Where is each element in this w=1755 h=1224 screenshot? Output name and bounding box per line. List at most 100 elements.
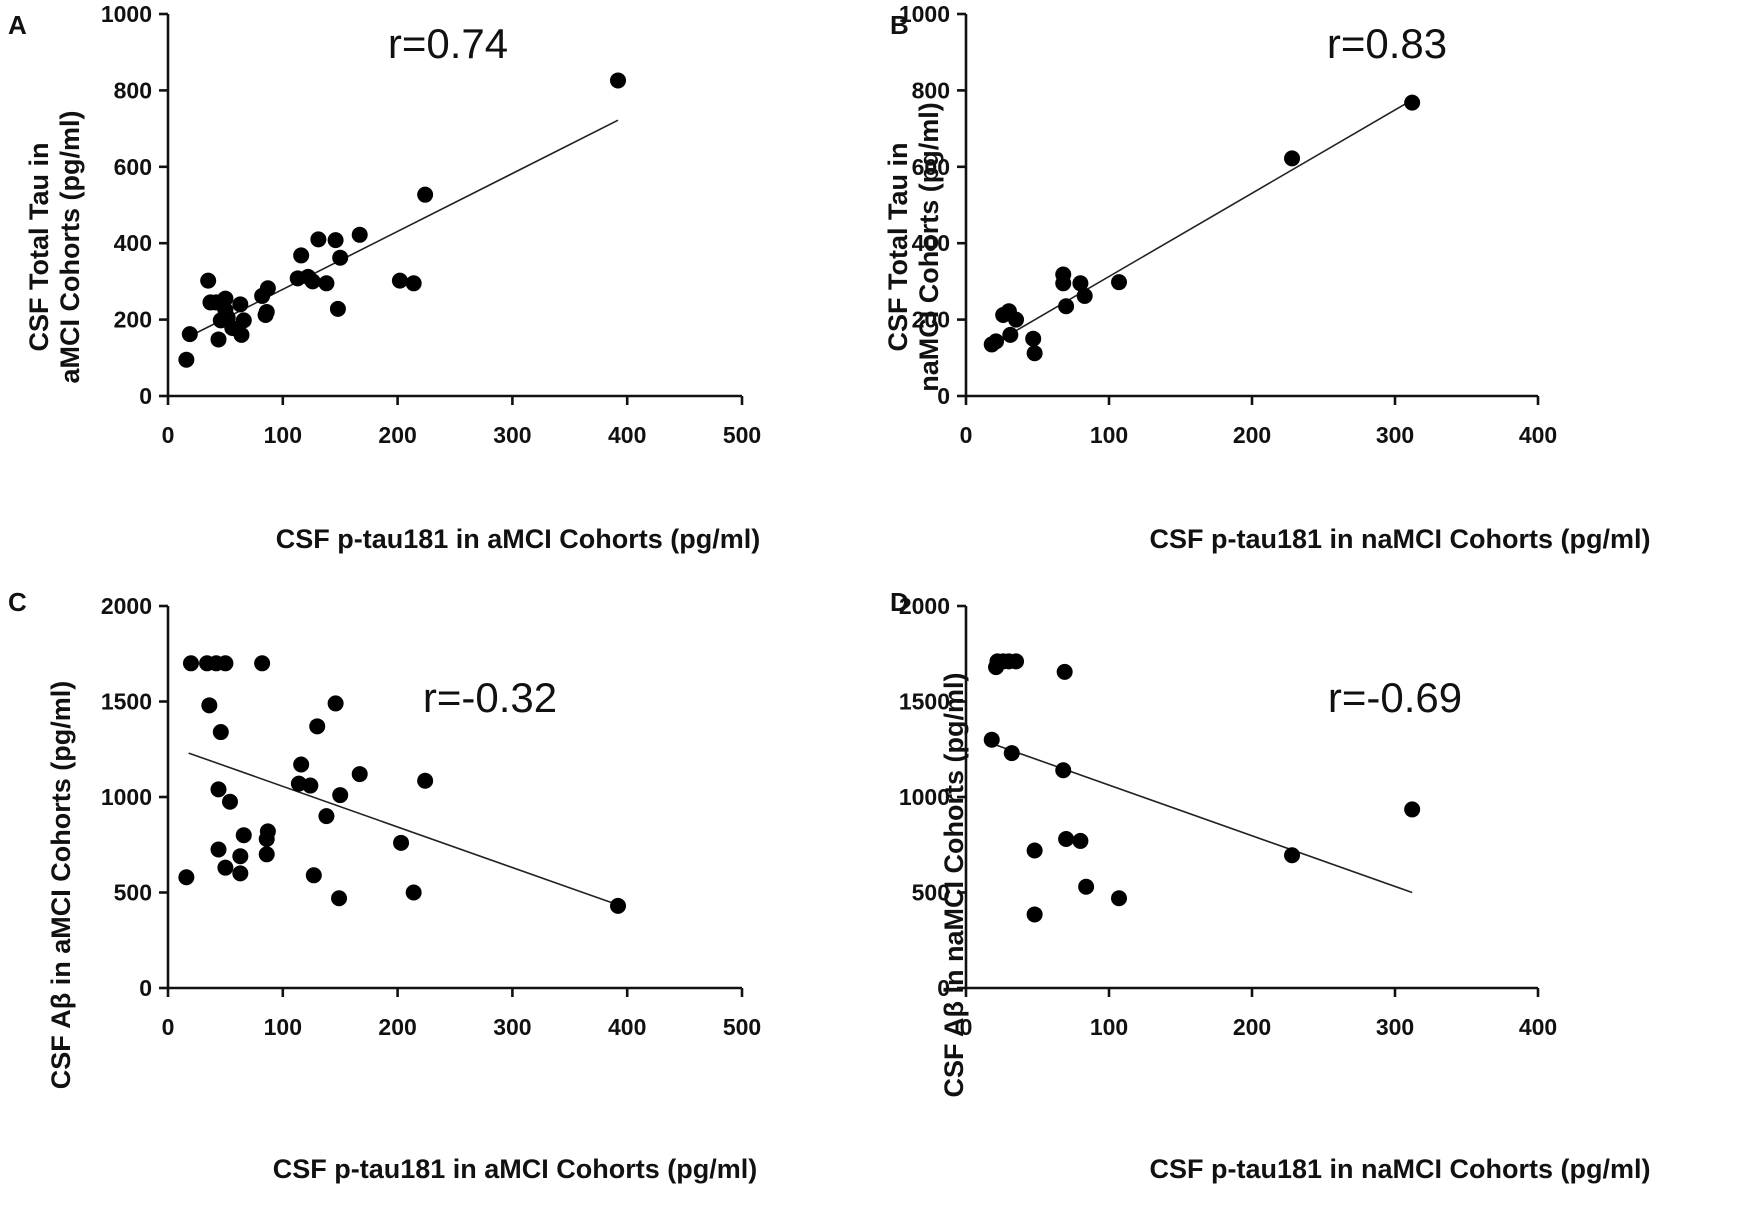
panel-c-data-point <box>210 781 227 798</box>
panel-d-x-tick-label: 200 <box>1233 1014 1271 1040</box>
panel-b: B r=0.83 CSF p-tau181 in naMCI Cohorts (… <box>883 1 1651 554</box>
panel-c-y-tick-label: 0 <box>139 975 152 1001</box>
panel-c-data-point <box>293 756 310 773</box>
panel-a-data-point <box>178 351 195 368</box>
panel-a: A r=0.74 CSF p-tau181 in aMCI Cohorts (p… <box>8 1 761 554</box>
panel-b-regression-line <box>991 99 1413 346</box>
panel-c-data-point <box>217 655 234 672</box>
panel-c-data-point <box>217 859 234 876</box>
panel-c-data-point <box>178 869 195 886</box>
panel-b-y-tick-label: 600 <box>912 154 950 180</box>
panel-c-x-tick-label: 100 <box>264 1014 302 1040</box>
panel-b-data-point <box>1284 150 1301 167</box>
panel-c-data-point <box>331 890 348 907</box>
panel-d-correlation: r=-0.69 <box>1328 674 1462 721</box>
panel-c-data-point <box>405 884 422 901</box>
panel-b-data-point <box>1058 298 1075 315</box>
panel-c-y-tick-label: 1500 <box>101 689 152 715</box>
panel-d-data-point <box>1404 801 1421 818</box>
panel-a-x-tick-label: 300 <box>493 422 531 448</box>
panel-c-data-point <box>332 787 349 804</box>
panel-c-regression-line <box>188 752 619 906</box>
panel-a-y-tick-label: 400 <box>114 230 152 256</box>
panel-d-letter: D <box>890 587 909 617</box>
panel-a-letter: A <box>8 10 27 40</box>
panel-a-data-point <box>610 72 627 89</box>
panel-c-data-point <box>201 697 218 714</box>
panel-b-y-tick-label: 200 <box>912 307 950 333</box>
panel-d-data-point <box>983 731 1000 748</box>
panel-a-x-tick-label: 200 <box>378 422 416 448</box>
panel-c-data-point <box>309 718 326 735</box>
panel-b-data-point <box>1072 275 1089 292</box>
panel-d-y-tick-label: 0 <box>937 975 950 1001</box>
panel-c-data-point <box>212 724 229 741</box>
panel-c-data-point <box>327 695 344 712</box>
panel-a-data-point <box>181 326 198 343</box>
panel-a-x-tick-label: 0 <box>162 422 175 448</box>
panel-d-y-axis-label: CSF Aβ in naMCI Cohorts (pg/ml) <box>939 673 969 1098</box>
panel-c-x-tick-label: 300 <box>493 1014 531 1040</box>
panel-c-data-point <box>302 777 319 794</box>
panel-b-data-point <box>1002 326 1019 343</box>
panel-a-data-point <box>217 290 234 307</box>
panel-c-y-axis-label: CSF Aβ in aMCI Cohorts (pg/ml) <box>46 681 76 1089</box>
panel-a-y-tick-label: 600 <box>114 154 152 180</box>
panel-d-data-point <box>1284 847 1301 864</box>
panel-a-x-axis-label: CSF p-tau181 in aMCI Cohorts (pg/ml) <box>276 524 761 554</box>
panel-b-correlation: r=0.83 <box>1327 20 1447 67</box>
panel-d-data-point <box>1026 842 1043 859</box>
panel-b-x-tick-label: 300 <box>1376 422 1414 448</box>
panel-a-data-point <box>318 275 335 292</box>
panel-b-data-point <box>1025 330 1042 347</box>
panel-d-x-tick-label: 300 <box>1376 1014 1414 1040</box>
panel-b-y-tick-label: 400 <box>912 230 950 256</box>
panel-d-y-tick-label: 500 <box>912 880 950 906</box>
panel-b-x-tick-label: 200 <box>1233 422 1271 448</box>
panel-a-y-axis-label-line2: aMCI Cohorts (pg/ml) <box>55 111 85 384</box>
panel-c-data-point <box>232 865 249 882</box>
panel-a-data-point <box>405 275 422 292</box>
panel-a-y-axis-label-line1: CSF Total Tau in <box>24 143 54 352</box>
panel-a-data-point <box>304 273 321 290</box>
panel-a-data-point <box>210 331 227 348</box>
panel-b-x-tick-label: 400 <box>1519 422 1557 448</box>
panel-d-x-tick-label: 100 <box>1090 1014 1128 1040</box>
panel-c-data-point <box>232 848 249 865</box>
panel-c-x-tick-label: 400 <box>608 1014 646 1040</box>
panel-c-y-tick-label: 500 <box>114 880 152 906</box>
panel-b-x-tick-label: 0 <box>960 422 973 448</box>
panel-d-data-point <box>1056 663 1073 680</box>
panel-c-x-tick-label: 200 <box>378 1014 416 1040</box>
panel-c-data-point <box>305 867 322 884</box>
panel-b-data-point <box>1111 274 1128 291</box>
panel-a-y-tick-label: 1000 <box>101 1 152 27</box>
panel-c-data-point <box>351 766 368 783</box>
panel-c-correlation: r=-0.32 <box>423 674 557 721</box>
panel-c-letter: C <box>8 587 27 617</box>
panel-a-data-point <box>310 231 327 248</box>
panel-c-data-point <box>221 793 238 810</box>
panel-a-data-point <box>233 326 250 343</box>
panel-c-y-tick-label: 1000 <box>101 784 152 810</box>
panel-c-data-point <box>210 841 227 858</box>
panel-a-x-tick-label: 500 <box>723 422 761 448</box>
panel-c-x-axis-label: CSF p-tau181 in aMCI Cohorts (pg/ml) <box>273 1154 758 1184</box>
panel-a-data-point <box>351 226 368 243</box>
panel-c: C r=-0.32 CSF p-tau181 in aMCI Cohorts (… <box>8 587 761 1184</box>
panel-a-data-point <box>327 232 344 249</box>
panel-d-x-axis-label: CSF p-tau181 in naMCI Cohorts (pg/ml) <box>1149 1154 1650 1184</box>
panel-c-data-point <box>259 823 276 840</box>
panel-d-y-tick-label: 1500 <box>899 689 950 715</box>
panel-b-y-tick-label: 800 <box>912 77 950 103</box>
panel-d-data-point <box>1078 878 1095 895</box>
panel-a-y-tick-label: 200 <box>114 307 152 333</box>
panel-b-y-axis-label-line2: naMCI Cohorts (pg/ml) <box>914 102 944 391</box>
panel-a-data-point <box>232 296 249 313</box>
panel-a-data-point <box>235 312 252 329</box>
panel-d-data-point <box>1072 832 1089 849</box>
panel-a-data-point <box>259 280 276 297</box>
panel-d-y-tick-label: 2000 <box>899 593 950 619</box>
panel-a-data-point <box>417 186 434 203</box>
